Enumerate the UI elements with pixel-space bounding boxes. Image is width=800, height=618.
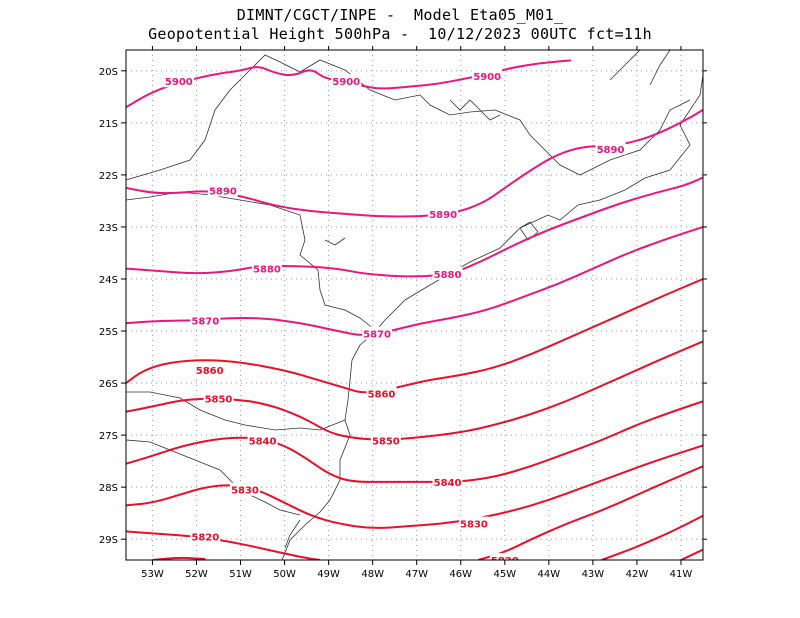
y-tick-label: 20S xyxy=(99,67,118,78)
contour-label-5870: 5870 xyxy=(363,330,391,341)
contour-label-5880: 5880 xyxy=(253,265,281,276)
contour-label-bg xyxy=(595,141,626,155)
x-tick-label: 45W xyxy=(493,569,516,580)
contour-label-bg xyxy=(489,553,520,560)
x-tick-label: 47W xyxy=(405,569,428,580)
x-tick-label: 41W xyxy=(670,569,693,580)
x-tick-label: 46W xyxy=(449,569,472,580)
contour-label-5860: 5860 xyxy=(196,366,224,377)
coastline xyxy=(126,50,703,560)
contour-line-5810 xyxy=(601,514,703,560)
contour-label-bg xyxy=(190,529,221,543)
contour-label-5890: 5890 xyxy=(429,210,457,221)
x-tick-label: 51W xyxy=(229,569,252,580)
map-title-line1: DIMNT/CGCT/INPE - Model Eta05_M01_ xyxy=(236,6,564,24)
y-tick-label: 22S xyxy=(99,171,118,182)
x-tick-label: 53W xyxy=(141,569,164,580)
contour-label-5840: 5840 xyxy=(434,478,462,489)
contour-line-5800 xyxy=(680,548,703,560)
contour-label-bg xyxy=(203,391,234,405)
map-title-line2: Geopotential Height 500hPa - 10/12/2023 … xyxy=(148,25,652,43)
axis-ticks: 53W 52W 51W 50W 49W 48W 47W 46W 45W 44W 43W 42W 41W 2… xyxy=(99,46,707,580)
x-tick-label: 44W xyxy=(538,569,561,580)
contour-label-bg xyxy=(432,266,463,280)
contour-label-bg xyxy=(229,482,260,496)
contour-label-bg xyxy=(190,313,221,327)
x-tick-label: 42W xyxy=(626,569,649,580)
contour-line-5820 xyxy=(478,465,703,560)
contour-label-bg xyxy=(370,433,401,447)
contour-label-5840: 5840 xyxy=(249,436,277,447)
contour-label-bg xyxy=(163,74,194,88)
contour-line-5830 xyxy=(126,444,703,529)
contour-line-5880 xyxy=(126,176,703,278)
grid-lines xyxy=(126,50,703,560)
contour-label-5900: 5900 xyxy=(165,77,193,88)
contour-label-5830: 5830 xyxy=(460,520,488,531)
contour-label-5880: 5880 xyxy=(434,270,462,281)
contour-label-bg xyxy=(362,326,393,340)
contour-lines xyxy=(126,59,703,560)
contour-label-bg xyxy=(207,183,238,197)
map-frame xyxy=(125,49,704,561)
contour-label-5900: 5900 xyxy=(473,72,501,83)
contour-label-bg xyxy=(428,206,459,220)
contour-label-bg xyxy=(247,433,278,447)
contour-labels: 5900 5900 5900 5890 5890 5890 5880 5880 5870 5870… xyxy=(163,69,626,567)
contour-label-5870: 5870 xyxy=(191,317,219,328)
contour-label-5820: 5820 xyxy=(491,556,519,567)
y-tick-label: 27S xyxy=(99,431,118,442)
x-tick-label: 43W xyxy=(582,569,605,580)
contour-label-5860: 5860 xyxy=(368,389,396,400)
x-tick-label: 52W xyxy=(185,569,208,580)
contour-label-5890: 5890 xyxy=(209,187,237,198)
x-tick-label: 48W xyxy=(361,569,384,580)
y-tick-label: 24S xyxy=(99,275,118,286)
contour-label-5850: 5850 xyxy=(205,395,233,406)
contour-label-bg xyxy=(251,261,282,275)
contour-label-bg xyxy=(458,516,489,530)
y-tick-label: 26S xyxy=(99,379,118,390)
y-tick-label: 23S xyxy=(99,223,118,234)
contour-line-5850 xyxy=(126,340,703,441)
y-tick-label: 29S xyxy=(99,535,118,546)
x-tick-label: 50W xyxy=(273,569,296,580)
y-tick-label: 25S xyxy=(99,327,118,338)
contour-line-5890 xyxy=(126,108,703,218)
contour-label-5890: 5890 xyxy=(597,145,625,156)
contour-line-5820 xyxy=(126,530,320,560)
contour-label-5820: 5820 xyxy=(191,533,219,544)
y-tick-label: 28S xyxy=(99,483,118,494)
contour-label-bg xyxy=(366,386,397,400)
contour-label-bg xyxy=(194,363,225,377)
x-tick-label: 49W xyxy=(317,569,340,580)
y-tick-label: 21S xyxy=(99,119,118,130)
contour-label-bg xyxy=(472,69,503,83)
contour-label-5830: 5830 xyxy=(231,486,259,497)
contour-label-5850: 5850 xyxy=(372,436,400,447)
contour-label-5900: 5900 xyxy=(332,77,360,88)
contour-label-bg xyxy=(331,74,362,88)
contour-line-5840 xyxy=(126,400,703,483)
contour-label-bg xyxy=(432,474,463,488)
